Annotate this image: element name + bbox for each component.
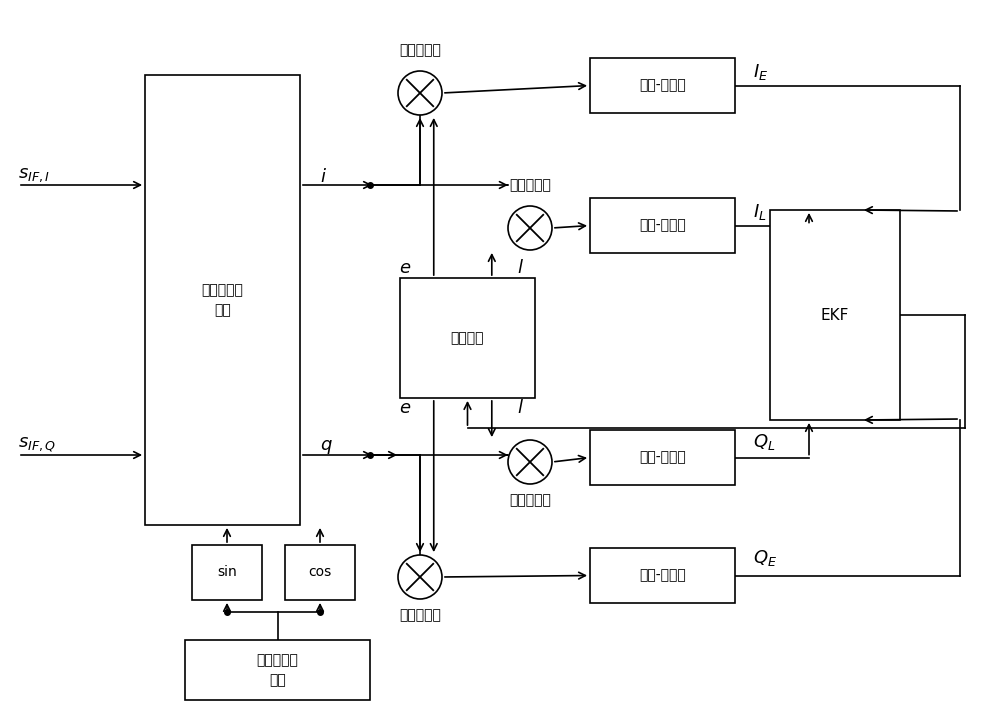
FancyBboxPatch shape (285, 545, 355, 600)
Circle shape (398, 555, 442, 599)
Text: 超前相关器: 超前相关器 (399, 43, 441, 57)
Text: $e$: $e$ (399, 399, 411, 417)
Text: $Q_E$: $Q_E$ (753, 548, 777, 568)
FancyBboxPatch shape (145, 75, 300, 525)
Text: cos: cos (308, 566, 332, 579)
FancyBboxPatch shape (192, 545, 262, 600)
Text: $l$: $l$ (517, 399, 523, 417)
FancyBboxPatch shape (185, 640, 370, 700)
Text: 滞后相关器: 滞后相关器 (509, 493, 551, 507)
Text: 积分-清零器: 积分-清零器 (639, 219, 686, 232)
Text: $Q_L$: $Q_L$ (753, 432, 775, 452)
Text: $s_{IF,Q}$: $s_{IF,Q}$ (18, 435, 56, 454)
Text: 积分-清零器: 积分-清零器 (639, 568, 686, 583)
FancyBboxPatch shape (590, 198, 735, 253)
FancyBboxPatch shape (770, 210, 900, 420)
Text: $s_{IF,I}$: $s_{IF,I}$ (18, 166, 50, 184)
FancyBboxPatch shape (590, 548, 735, 603)
FancyBboxPatch shape (590, 58, 735, 113)
FancyBboxPatch shape (590, 430, 735, 485)
Text: 超前相关器: 超前相关器 (399, 608, 441, 622)
Text: 积分-清零器: 积分-清零器 (639, 79, 686, 92)
Circle shape (508, 440, 552, 484)
Text: 载波数控振
荡器: 载波数控振 荡器 (257, 654, 298, 686)
Text: 滞后相关器: 滞后相关器 (509, 178, 551, 192)
Text: $I_E$: $I_E$ (753, 62, 768, 82)
Text: $i$: $i$ (320, 168, 327, 186)
Text: $l$: $l$ (517, 259, 523, 277)
Text: $e$: $e$ (399, 259, 411, 277)
Circle shape (508, 206, 552, 250)
Text: $q$: $q$ (320, 438, 333, 456)
Circle shape (398, 71, 442, 115)
FancyBboxPatch shape (400, 278, 535, 398)
Text: 积分-清零器: 积分-清零器 (639, 450, 686, 465)
Text: $I_L$: $I_L$ (753, 202, 767, 222)
Text: 载波剥离运
算器: 载波剥离运 算器 (202, 283, 243, 317)
Text: sin: sin (217, 566, 237, 579)
Text: 码发生器: 码发生器 (451, 331, 484, 345)
Text: EKF: EKF (821, 307, 849, 322)
